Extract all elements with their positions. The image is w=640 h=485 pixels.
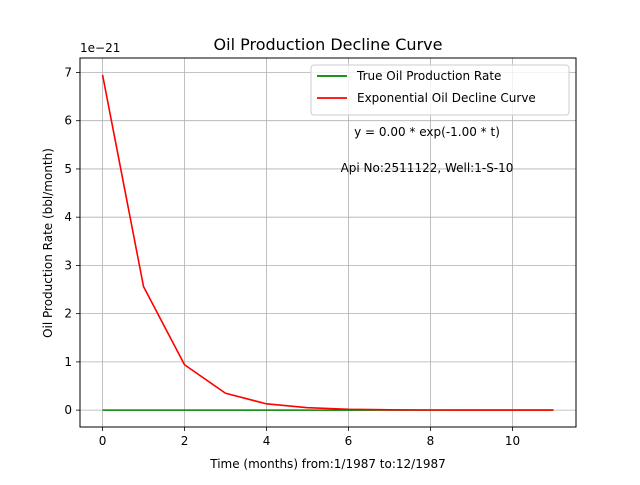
x-tick-label: 2: [181, 434, 189, 448]
x-axis-label: Time (months) from:1/1987 to:12/1987: [209, 457, 446, 471]
y-tick-label: 5: [64, 162, 72, 176]
legend-box: [310, 64, 570, 116]
legend-label-true-rate: True Oil Production Rate: [356, 69, 501, 83]
equation-annotation: y = 0.00 * exp(-1.00 * t): [354, 125, 500, 139]
y-tick-label: 3: [64, 258, 72, 272]
x-tick-label: 4: [263, 434, 271, 448]
y-tick-label: 0: [64, 403, 72, 417]
x-tick-label: 6: [345, 434, 353, 448]
series-line-decline-curve: [101, 74, 554, 411]
x-tick-label: 8: [427, 434, 435, 448]
x-tick-label: 10: [505, 434, 520, 448]
axis-ticks: 0 2 4 6 8 10 0 1 2 3 4 5 6 7: [64, 65, 520, 448]
y-axis-label: Oil Production Rate (bbl/month): [41, 148, 55, 338]
y-tick-label: 4: [64, 210, 72, 224]
y-tick-label: 2: [64, 307, 72, 321]
y-tick-label: 1: [64, 355, 72, 369]
y-tick-label: 7: [64, 65, 72, 79]
legend: True Oil Production Rate Exponential Oil…: [310, 64, 570, 116]
chart-title: Oil Production Decline Curve: [214, 35, 443, 54]
x-tick-label: 0: [99, 434, 107, 448]
series-lines: [101, 74, 554, 411]
legend-label-decline-curve: Exponential Oil Decline Curve: [357, 91, 536, 105]
y-offset-label: 1e−21: [80, 41, 120, 55]
well-annotation: Api No:2511122, Well:1-S-10: [341, 161, 514, 175]
plot-frame: [79, 57, 577, 428]
y-tick-label: 6: [64, 114, 72, 128]
